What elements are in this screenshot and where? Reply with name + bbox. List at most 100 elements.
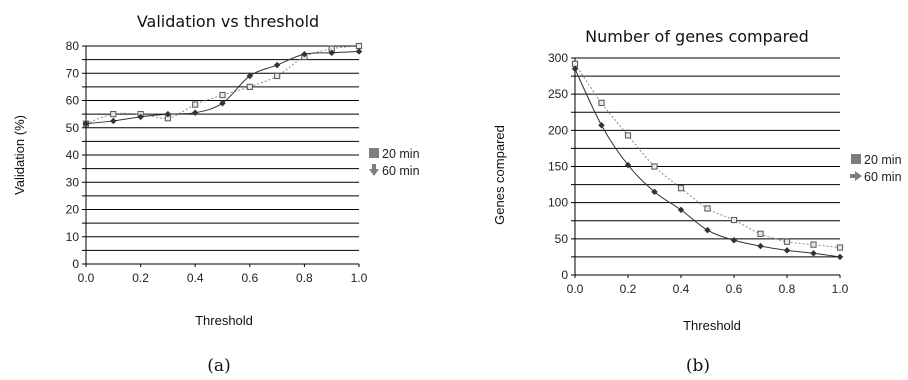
- chart-a: Validation vs threshold 0 10 20 30 40 50 60 70 8…: [12, 12, 420, 376]
- a-y-tick-label: 60: [66, 94, 80, 108]
- a-series-2-point: [219, 100, 226, 107]
- b-series-2-point: [704, 226, 711, 234]
- a-series-1-point: [274, 72, 281, 80]
- chart-b-series: [571, 60, 844, 261]
- a-series-1-point: [192, 101, 199, 108]
- b-x-tick-label: 0.4: [673, 282, 690, 296]
- chart-b: Number of genes compared 0 50 100 150 200 250…: [492, 27, 902, 376]
- b-y-tick-label: 250: [548, 87, 568, 101]
- a-series-2-point: [301, 50, 308, 58]
- a-series-line-1: [85, 45, 360, 125]
- b-series-1-point: [836, 244, 844, 251]
- a-legend-1-icon: [369, 148, 379, 158]
- a-x-tick-label: 0.4: [187, 271, 204, 285]
- a-y-tick-label: 0: [72, 257, 79, 271]
- b-series-1-point: [783, 238, 791, 245]
- chart-a-x-tick-labels: 0.0 0.2 0.4 0.6 0.8 1.0: [78, 271, 368, 285]
- b-y-tick-label: 50: [555, 232, 569, 246]
- b-series-2-point: [624, 161, 632, 169]
- chart-a-y-axis-label: Validation (%): [12, 115, 27, 195]
- chart-a-legend: 20 min 60 min: [369, 147, 420, 178]
- chart-b-x-axis-label: Threshold: [683, 318, 741, 333]
- b-y-tick-label: 300: [548, 51, 568, 65]
- a-series-2-point: [355, 48, 363, 55]
- b-series-line-1: [574, 63, 841, 249]
- a-x-tick-label: 0.8: [296, 271, 313, 285]
- chart-a-axes: [85, 46, 360, 267]
- a-y-tick-label: 80: [66, 39, 80, 53]
- b-series-1-point: [677, 185, 685, 192]
- b-y-tick-label: 150: [548, 160, 568, 174]
- a-series-line-2: [85, 50, 360, 125]
- chart-b-x-tick-labels: 0.0 0.2 0.4 0.6 0.8 1.0: [567, 282, 849, 296]
- chart-a-y-tick-labels: 0 10 20 30 40 50 60 70 80: [66, 39, 80, 271]
- a-x-tick-label: 1.0: [351, 271, 368, 285]
- b-y-tick-label: 0: [561, 268, 568, 282]
- b-legend-2-icon: [850, 171, 862, 181]
- b-x-tick-label: 0.2: [620, 282, 637, 296]
- a-y-tick-label: 40: [66, 148, 80, 162]
- b-y-tick-label: 200: [548, 123, 568, 137]
- b-series-2-point: [598, 122, 605, 129]
- a-series-2-point: [328, 49, 335, 57]
- chart-b-title: Number of genes compared: [585, 27, 809, 46]
- a-y-tick-label: 10: [66, 230, 80, 244]
- b-series-1-point: [624, 132, 632, 139]
- b-series-1-point: [651, 163, 658, 170]
- chart-a-gridlines: [82, 45, 359, 265]
- a-legend-1-label: 20 min: [382, 147, 420, 161]
- b-series-2-point: [651, 188, 658, 196]
- a-series-1-point: [110, 111, 117, 118]
- b-series-1-point: [810, 241, 817, 248]
- chart-b-axes: [574, 58, 841, 278]
- b-series-1-point: [704, 205, 711, 212]
- b-series-2-point: [810, 250, 817, 257]
- b-legend-2-label: 60 min: [864, 170, 902, 184]
- a-series-1-point: [219, 91, 226, 99]
- a-series-2-point: [273, 61, 281, 69]
- a-series-1-point: [246, 83, 253, 90]
- a-series-2-point: [246, 72, 254, 80]
- b-series-2-point: [730, 237, 738, 244]
- b-legend-1-icon: [851, 154, 861, 164]
- b-x-tick-label: 0.0: [567, 282, 584, 296]
- b-series-2-point: [757, 242, 764, 250]
- a-series-2-point: [164, 110, 172, 118]
- a-x-tick-label: 0.0: [78, 271, 95, 285]
- b-x-tick-label: 0.8: [779, 282, 796, 296]
- a-legend-2-label: 60 min: [382, 164, 420, 178]
- b-series-1-point: [757, 230, 764, 237]
- b-x-tick-label: 0.6: [726, 282, 743, 296]
- b-series-2-point: [836, 253, 844, 261]
- b-series-2-point: [677, 206, 685, 214]
- chart-a-x-axis-label: Threshold: [195, 313, 253, 328]
- b-y-tick-label: 100: [548, 196, 568, 210]
- b-series-1-point: [730, 216, 738, 224]
- chart-a-series: [82, 42, 363, 127]
- a-y-tick-label: 20: [66, 203, 80, 217]
- chart-b-gridlines: [571, 57, 840, 276]
- b-series-2-point: [783, 247, 791, 254]
- a-y-tick-label: 30: [66, 175, 80, 189]
- chart-a-title: Validation vs threshold: [137, 12, 319, 31]
- a-series-2-point: [137, 113, 144, 121]
- a-y-tick-label: 70: [66, 66, 80, 80]
- a-series-2-point: [110, 117, 117, 125]
- a-series-2-point: [82, 120, 90, 127]
- b-legend-1-label: 20 min: [864, 153, 902, 167]
- chart-b-y-axis-label: Genes compared: [492, 125, 507, 225]
- b-series-1-point: [598, 99, 605, 106]
- a-y-tick-label: 50: [66, 121, 80, 135]
- a-x-tick-label: 0.2: [132, 271, 149, 285]
- a-x-tick-label: 0.6: [241, 271, 258, 285]
- b-x-tick-label: 1.0: [832, 282, 849, 296]
- chart-b-y-tick-labels: 0 50 100 150 200 250 300: [548, 51, 568, 282]
- b-series-1-point: [571, 60, 579, 67]
- chart-b-legend: 20 min 60 min: [850, 153, 902, 184]
- chart-b-caption: (b): [686, 356, 710, 376]
- a-series-1-point: [355, 42, 363, 50]
- a-series-2-point: [191, 109, 199, 116]
- b-series-2-point: [571, 65, 579, 73]
- a-legend-2-icon: [369, 164, 379, 176]
